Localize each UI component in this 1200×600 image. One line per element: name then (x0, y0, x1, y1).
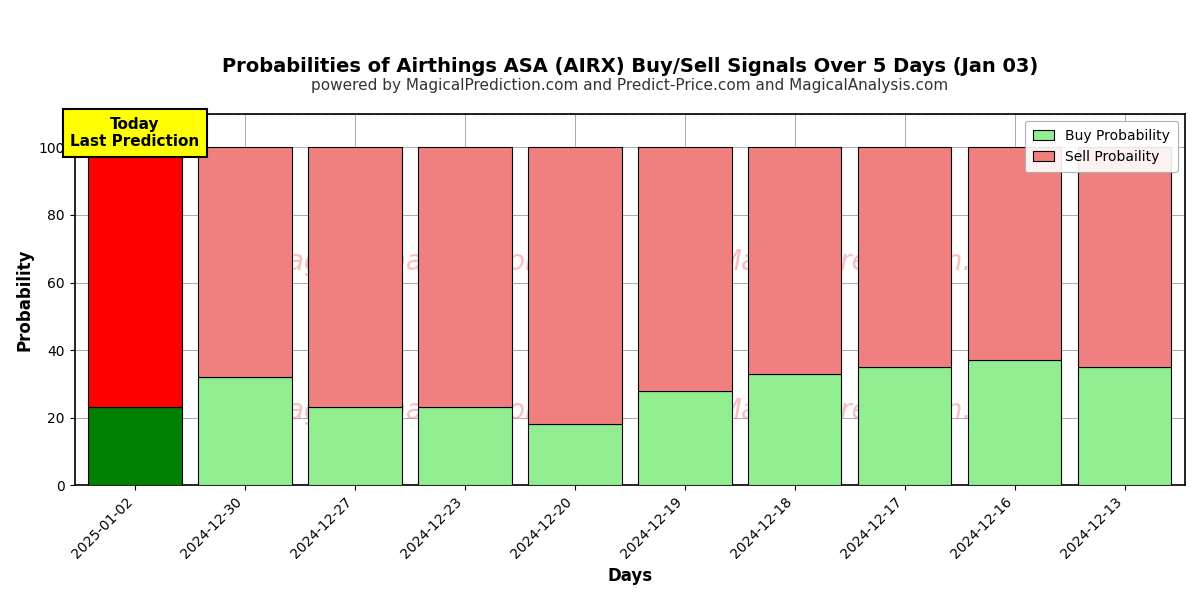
Y-axis label: Probability: Probability (16, 248, 34, 350)
Bar (858, 367, 952, 485)
X-axis label: Days: Days (607, 567, 653, 585)
Bar (1078, 148, 1171, 367)
Title: Probabilities of Airthings ASA (AIRX) Buy/Sell Signals Over 5 Days (Jan 03): Probabilities of Airthings ASA (AIRX) Bu… (222, 57, 1038, 76)
Bar (638, 391, 732, 485)
Bar (528, 424, 622, 485)
Bar (419, 148, 511, 407)
Bar (308, 407, 402, 485)
Text: Today
Last Prediction: Today Last Prediction (71, 117, 199, 149)
Text: MagicalPrediction.com: MagicalPrediction.com (718, 397, 1031, 425)
Bar (419, 407, 511, 485)
Bar (89, 407, 182, 485)
Legend: Buy Probability, Sell Probaility: Buy Probability, Sell Probaility (1025, 121, 1178, 172)
Text: MagicalAnalysis.com: MagicalAnalysis.com (263, 397, 552, 425)
Bar (1078, 367, 1171, 485)
Text: MagicalPrediction.com: MagicalPrediction.com (718, 248, 1031, 276)
Bar (198, 377, 292, 485)
Bar (638, 148, 732, 391)
Text: MagicalAnalysis.com: MagicalAnalysis.com (263, 248, 552, 276)
Bar (198, 148, 292, 377)
Bar (748, 148, 841, 374)
Text: powered by MagicalPrediction.com and Predict-Price.com and MagicalAnalysis.com: powered by MagicalPrediction.com and Pre… (311, 78, 948, 93)
Bar (748, 374, 841, 485)
Bar (858, 148, 952, 367)
Bar (308, 148, 402, 407)
Bar (528, 148, 622, 424)
Bar (89, 148, 182, 407)
Bar (968, 360, 1061, 485)
Bar (968, 148, 1061, 360)
